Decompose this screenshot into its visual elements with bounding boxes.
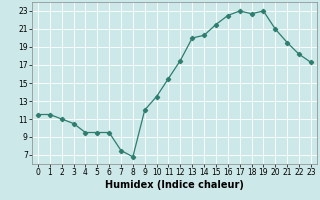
X-axis label: Humidex (Indice chaleur): Humidex (Indice chaleur) bbox=[105, 180, 244, 190]
